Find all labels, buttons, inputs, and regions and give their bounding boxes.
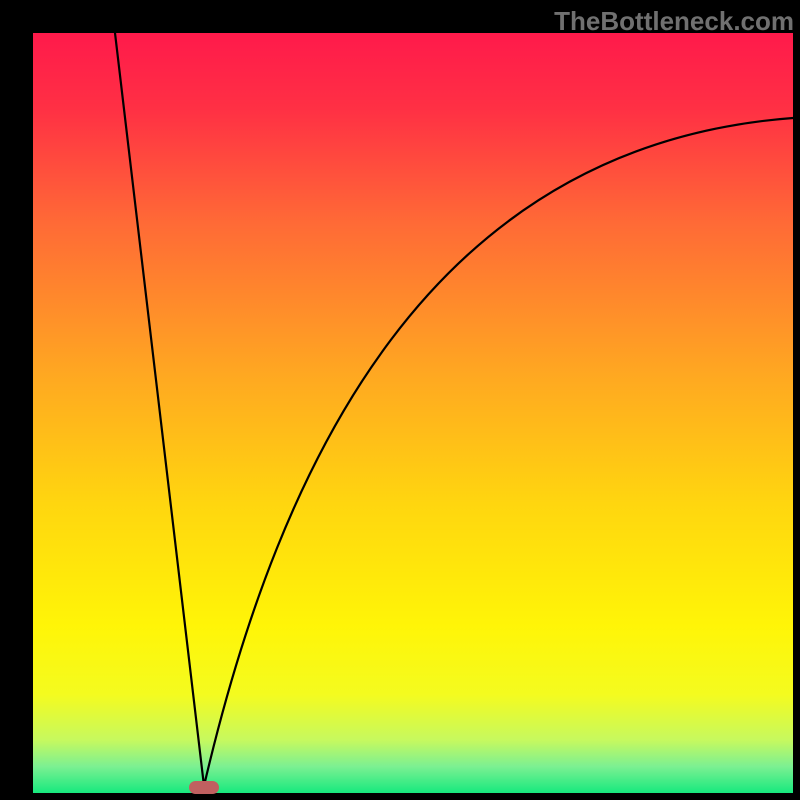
chart-container: TheBottleneck.com (0, 0, 800, 800)
watermark-text: TheBottleneck.com (554, 6, 794, 37)
plot-gradient-background (33, 33, 793, 793)
optimal-marker (189, 781, 219, 794)
